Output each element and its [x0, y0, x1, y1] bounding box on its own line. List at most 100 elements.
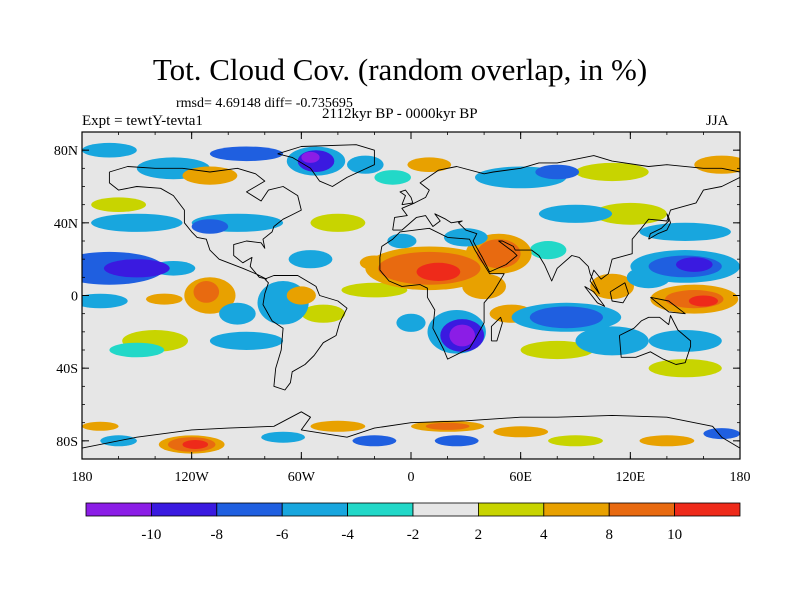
y-tick-label: 40N [54, 217, 78, 232]
anomaly-contour [648, 359, 722, 378]
anomaly-contour [694, 155, 740, 174]
coastline [650, 296, 686, 315]
anomaly-contour [288, 250, 333, 269]
anomaly-contour [109, 342, 165, 358]
anomaly-contour [103, 259, 170, 278]
colorbar-swatch [281, 502, 349, 517]
anomaly-contour [520, 340, 594, 360]
colorbar-label: -6 [276, 527, 289, 543]
anomaly-contour [301, 151, 320, 163]
y-tick-label: 80S [56, 435, 78, 450]
colorbar-label: 2 [475, 527, 483, 543]
anomaly-contour [82, 293, 128, 309]
anomaly-contour [347, 155, 384, 174]
colorbar-label: 8 [605, 527, 613, 543]
anomaly-contour [209, 331, 284, 350]
colorbar-swatch [412, 502, 479, 517]
coastline [618, 315, 692, 365]
x-tick-label: 0 [408, 470, 415, 485]
anomaly-contour [416, 262, 461, 281]
anomaly-contour [82, 421, 119, 431]
colorbar-swatch [347, 502, 414, 517]
anomaly-contour [91, 213, 183, 232]
anomaly-contour [182, 440, 209, 449]
anomaly-contour [688, 295, 719, 307]
colorbar-swatch [150, 502, 218, 517]
anomaly-contour [310, 420, 366, 432]
anomaly-contour [396, 313, 426, 332]
anomaly-contour [425, 422, 470, 430]
x-tick-label: 120E [616, 470, 646, 485]
coastline [584, 286, 606, 307]
colorbar-swatch [477, 502, 545, 517]
anomaly-contour [219, 302, 256, 325]
x-tick-label: 60W [288, 470, 316, 485]
coastline [399, 189, 414, 206]
anomaly-contour [91, 197, 146, 212]
statistics-text: rmsd= 4.69148 diff= -0.735695 [176, 96, 353, 111]
coastline [490, 316, 503, 342]
x-tick-label: 120W [175, 470, 210, 485]
cloud-anomaly-field [82, 142, 740, 454]
anomaly-contour [476, 239, 521, 269]
coastline [277, 144, 375, 187]
anomaly-contour [575, 162, 649, 182]
anomaly-contour [182, 166, 238, 185]
anomaly-contour [493, 426, 549, 438]
y-tick-label: 80N [54, 144, 78, 159]
anomaly-contour [639, 435, 695, 447]
anomaly-contour [575, 326, 649, 356]
coastlines [82, 144, 740, 449]
coastline [392, 155, 740, 295]
coastline [82, 411, 740, 449]
anomaly-contour [286, 286, 316, 305]
y-tick-label: 40S [56, 362, 78, 377]
map-background [82, 132, 740, 459]
x-tick-label: 60E [509, 470, 532, 485]
anomaly-contour [352, 435, 397, 447]
anomaly-contour [538, 204, 613, 223]
coastline [609, 282, 629, 304]
anomaly-contour [301, 304, 346, 323]
anomaly-contour [374, 170, 412, 185]
colorbar-label: 4 [540, 527, 548, 543]
anomaly-contour [209, 146, 284, 162]
colorbar-swatch [674, 502, 741, 517]
colorbar-label: 10 [667, 527, 682, 543]
anomaly-contour [648, 330, 722, 352]
anomaly-contour [462, 273, 506, 300]
colorbar-swatch [543, 502, 610, 517]
colorbar-swatch [608, 502, 676, 517]
anomaly-contour [548, 435, 603, 447]
anomaly-contour [529, 241, 567, 260]
coastline [379, 227, 505, 360]
anomaly-contour [703, 428, 740, 440]
anomaly-contour [191, 219, 229, 234]
anomaly-contour [590, 273, 634, 300]
x-tick-label: 180 [72, 470, 93, 485]
colorbar-swatch [85, 502, 152, 517]
coastline [108, 166, 302, 280]
anomaly-contour [310, 213, 366, 232]
experiment-label: Expt = tewtY-tevta1 [82, 113, 203, 129]
page-title: Tot. Cloud Cov. (random overlap, in %) [152, 52, 648, 87]
anomaly-contour [387, 233, 417, 249]
y-tick-label: 0 [71, 290, 78, 305]
anomaly-contour [449, 324, 476, 347]
anomaly-contour [261, 431, 305, 443]
anomaly-contour [434, 435, 479, 447]
coastline [262, 275, 348, 391]
coastline [648, 213, 671, 240]
anomaly-contour [407, 157, 452, 172]
anomaly-contour [676, 257, 713, 272]
period-label: 2112kyr BP - 0000kyr BP [322, 106, 478, 122]
colorbar-label: -8 [211, 527, 224, 543]
anomaly-contour [193, 281, 220, 303]
anomaly-contour [535, 164, 580, 180]
colorbar-swatch [216, 502, 283, 517]
colorbar-label: -4 [341, 527, 354, 543]
anomaly-contour [146, 293, 183, 305]
anomaly-contour [341, 282, 408, 298]
anomaly-contour [82, 142, 137, 158]
